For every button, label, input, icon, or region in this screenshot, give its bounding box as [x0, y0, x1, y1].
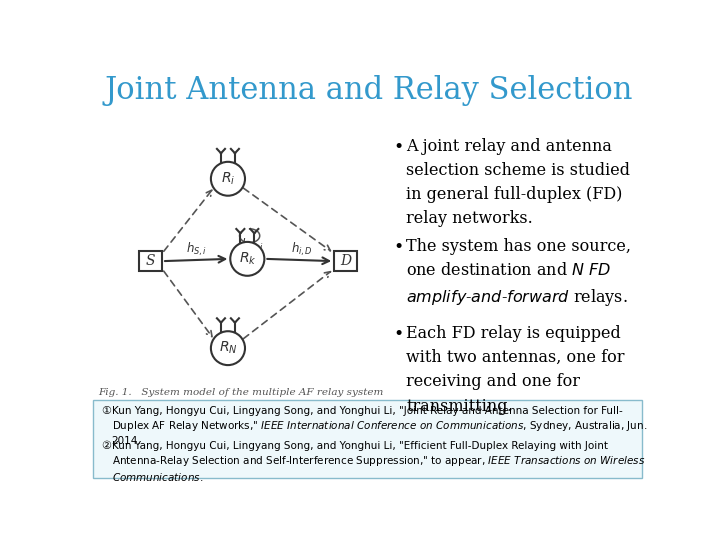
Text: $R_k$: $R_k$	[238, 251, 256, 267]
Text: •: •	[394, 238, 404, 256]
Text: ②: ②	[101, 441, 111, 450]
Text: Kun Yang, Hongyu Cui, Lingyang Song, and Yonghui Li, "Efficient Full-Duplex Rela: Kun Yang, Hongyu Cui, Lingyang Song, and…	[112, 441, 645, 483]
Text: $h_{i,D}$: $h_{i,D}$	[291, 241, 312, 258]
FancyBboxPatch shape	[334, 251, 357, 271]
Text: Each FD relay is equipped
with two antennas, one for
receiving and one for
trans: Each FD relay is equipped with two anten…	[406, 325, 625, 415]
Circle shape	[211, 331, 245, 365]
Text: Joint Antenna and Relay Selection: Joint Antenna and Relay Selection	[104, 75, 634, 106]
Text: ①: ①	[101, 406, 111, 416]
Text: A joint relay and antenna
selection scheme is studied
in general full-duplex (FD: A joint relay and antenna selection sche…	[406, 138, 630, 227]
Text: S: S	[145, 254, 156, 268]
Text: The system has one source,
one destination and $\mathit{N}$ $\mathit{FD}$
$\math: The system has one source, one destinati…	[406, 238, 631, 308]
Text: $R_N$: $R_N$	[219, 340, 238, 356]
Text: •: •	[394, 138, 404, 156]
Circle shape	[211, 162, 245, 195]
Text: $R_i$: $R_i$	[221, 171, 235, 187]
Text: Fig. 1.   System model of the multiple AF relay system: Fig. 1. System model of the multiple AF …	[99, 388, 384, 397]
Text: $h_{LI,i}$: $h_{LI,i}$	[241, 237, 264, 254]
Text: D: D	[340, 254, 351, 268]
Text: $h_{S,i}$: $h_{S,i}$	[186, 241, 207, 258]
Circle shape	[230, 242, 264, 276]
Text: Kun Yang, Hongyu Cui, Lingyang Song, and Yonghui Li, "Joint Relay and Antenna Se: Kun Yang, Hongyu Cui, Lingyang Song, and…	[112, 406, 647, 445]
FancyBboxPatch shape	[93, 400, 642, 478]
Text: •: •	[394, 325, 404, 343]
FancyBboxPatch shape	[139, 251, 162, 271]
